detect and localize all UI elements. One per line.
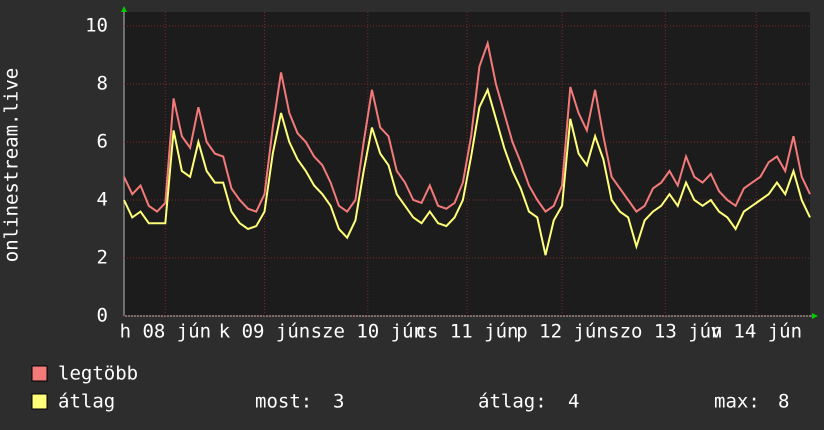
y-tick-label: 2 <box>97 247 108 269</box>
y-axis-label: onlinestream.live <box>1 68 23 262</box>
legend-swatch <box>31 393 48 410</box>
legend-swatch <box>31 365 48 382</box>
x-tick-label: szo 13 jún <box>608 321 722 343</box>
stat-label: most: <box>255 391 312 413</box>
y-tick-label: 10 <box>85 15 108 37</box>
x-tick-label: cs 11 jún <box>416 321 519 343</box>
stat-value: 3 <box>333 391 344 413</box>
y-tick-label: 0 <box>97 305 108 327</box>
x-arrow <box>812 313 818 319</box>
x-tick-label: p 12 jún <box>516 321 608 343</box>
stat-label: átlag: <box>478 391 547 413</box>
stat-value: 4 <box>568 391 579 413</box>
legend-label: átlag <box>58 391 115 413</box>
y-tick-label: 8 <box>97 73 108 95</box>
stat-value: 8 <box>778 391 789 413</box>
x-tick-label: sze 10 jún <box>311 321 425 343</box>
legend-label: legtöbb <box>58 363 138 385</box>
y-arrow <box>121 6 127 12</box>
series-line <box>123 39 811 213</box>
series-line <box>123 86 811 256</box>
x-tick-label: h 08 jún <box>120 321 212 343</box>
x-tick-label: v 14 jún <box>711 321 803 343</box>
x-tick-label: k 09 jún <box>219 321 311 343</box>
stat-label: max: <box>714 391 760 413</box>
y-tick-label: 4 <box>97 189 108 211</box>
y-tick-label: 6 <box>97 131 108 153</box>
